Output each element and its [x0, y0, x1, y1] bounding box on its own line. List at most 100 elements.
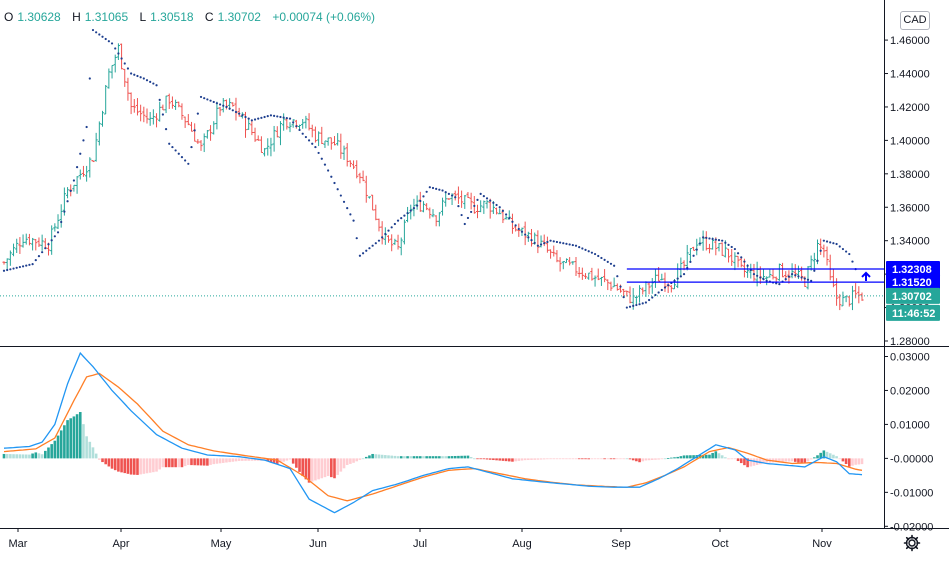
histogram-bar — [479, 458, 482, 460]
histogram-bar — [806, 458, 810, 462]
sar-dot — [368, 247, 371, 250]
histogram-bar — [387, 455, 390, 459]
sar-dot — [479, 192, 482, 195]
ohlc-bar — [857, 286, 861, 304]
sar-dot — [822, 239, 825, 242]
histogram-bar — [72, 416, 76, 459]
histogram-bar — [34, 452, 38, 459]
ohlc-bar — [348, 160, 352, 168]
sar-dot — [158, 98, 161, 101]
histogram-bar — [78, 412, 82, 459]
sar-dot — [806, 278, 810, 281]
histogram-bar — [720, 455, 724, 459]
ohlc-bar — [780, 262, 785, 278]
sar-dot — [689, 260, 692, 263]
histogram-bar — [679, 456, 683, 459]
sar-dot — [104, 37, 107, 41]
sar-dot — [266, 115, 269, 118]
ohlc-bar — [24, 233, 28, 245]
ohlc-bar — [838, 294, 842, 311]
sar-dot — [422, 195, 425, 198]
ohlc-bar — [834, 278, 839, 306]
sar-dot — [647, 298, 651, 302]
sar-dot — [196, 112, 199, 115]
histogram-bar — [860, 458, 864, 465]
histogram-bar — [126, 458, 130, 474]
sar-dot — [717, 239, 721, 242]
time-axis[interactable]: Mar Apr May Jun Jul Aug Sep Oct Nov — [9, 528, 833, 550]
sar-dot — [130, 72, 133, 75]
sar-dot — [390, 226, 393, 229]
histogram-bar — [822, 450, 826, 459]
ohlc-bar — [5, 258, 9, 270]
ohlc-bar — [393, 238, 397, 245]
change-value: +0.00074 (+0.06%) — [272, 10, 376, 24]
gear-icon[interactable] — [902, 533, 922, 553]
histogram-bar — [228, 458, 231, 463]
ohlc-bar — [167, 93, 171, 110]
histogram-bar — [762, 458, 765, 464]
ohlc-bar — [259, 136, 263, 154]
sar-dot — [263, 115, 266, 119]
histogram-bar — [24, 454, 28, 459]
ohlc-bar — [212, 121, 216, 135]
histogram-bar — [793, 458, 797, 462]
sar-dot — [721, 239, 724, 242]
histogram-bar — [511, 458, 514, 462]
currency-badge[interactable]: CAD — [900, 11, 930, 30]
macd-axis[interactable]: 0.03000 0.02000 0.01000 -0.00000 -0.01000 -0.… — [884, 351, 933, 533]
histogram-bar — [819, 452, 822, 459]
sar-dot — [336, 188, 339, 191]
ohlc-bar — [351, 160, 356, 170]
sar-dot — [797, 275, 800, 278]
ohlc-bar — [180, 103, 184, 120]
sar-dot — [145, 79, 149, 82]
histogram-bar — [82, 424, 85, 459]
sar-dot — [247, 117, 250, 120]
histogram-bar — [752, 458, 756, 466]
ohlc-bar — [405, 206, 410, 223]
ohlc-bars[interactable] — [2, 43, 864, 311]
macd-tick-label: 0.03000 — [890, 351, 930, 363]
ohlc-bar — [603, 269, 607, 283]
sar-dot — [177, 152, 180, 155]
sar-dot — [98, 33, 101, 36]
ohlc-bar — [612, 277, 616, 288]
histogram-bar — [193, 458, 196, 466]
last-price-tag: 1.30702 — [886, 287, 940, 304]
sar-dot — [508, 217, 511, 220]
ohlc-bar — [374, 204, 378, 221]
histogram-bar — [244, 458, 247, 461]
ohlc-bar — [707, 243, 712, 254]
ohlc-bar — [145, 108, 149, 124]
horizontal-lines[interactable] — [0, 268, 884, 297]
sar-dot — [714, 238, 717, 241]
histogram-bar — [9, 454, 12, 459]
sar-dot — [800, 276, 803, 279]
ohlc-bar — [641, 287, 645, 295]
ohlc-bar — [514, 225, 518, 232]
histogram-bar — [123, 458, 127, 474]
sar-dot — [546, 240, 549, 244]
histogram-bar — [539, 458, 543, 460]
ohlc-bar — [504, 215, 508, 220]
sar-dot — [584, 248, 587, 251]
ohlc-bar — [529, 228, 534, 247]
ohlc-bar — [81, 165, 86, 177]
histogram-bar — [714, 451, 718, 459]
histogram-bar — [857, 458, 861, 465]
ohlc-bar — [679, 257, 683, 277]
ohlc-bar — [59, 204, 63, 228]
histogram-bar — [91, 447, 95, 459]
histogram-bar — [247, 458, 250, 461]
sar-dot — [613, 264, 616, 267]
histogram-bar — [50, 444, 53, 459]
ohlc-bar — [494, 207, 499, 215]
histogram-bar — [75, 414, 79, 459]
ohlc-bar — [72, 184, 76, 192]
histogram-bar — [352, 458, 355, 463]
ohlc-bar — [510, 213, 515, 234]
sar-dot — [314, 145, 317, 149]
ohlc-bar — [294, 119, 298, 129]
sar-dot — [835, 242, 838, 246]
